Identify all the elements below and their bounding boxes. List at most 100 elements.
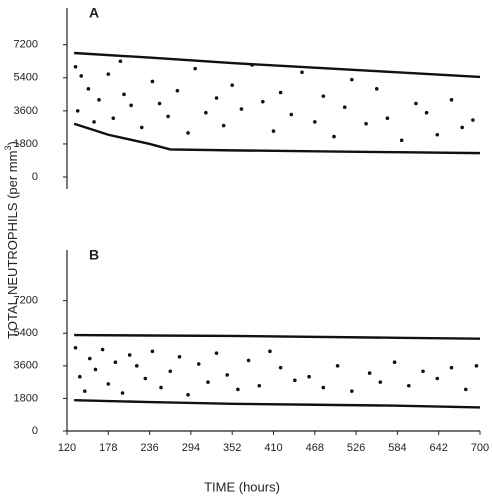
- data-point: [221, 123, 226, 128]
- bound-curve: [74, 333, 481, 340]
- x-tick-label: 526: [347, 442, 365, 454]
- data-point: [214, 96, 219, 100]
- data-point: [83, 389, 87, 393]
- data-point: [364, 121, 368, 126]
- x-tick-label: 352: [223, 442, 241, 454]
- data-point: [106, 72, 111, 76]
- x-tick-label: 584: [388, 442, 406, 454]
- data-point: [435, 132, 440, 137]
- data-point: [239, 107, 244, 111]
- data-point: [367, 371, 372, 375]
- data-point: [86, 87, 91, 91]
- data-point: [474, 364, 479, 368]
- data-point: [463, 387, 468, 392]
- data-point: [225, 373, 230, 377]
- data-point: [150, 79, 155, 84]
- data-point: [92, 120, 96, 124]
- bound-curve: [74, 51, 481, 79]
- x-tick-label: 468: [306, 442, 324, 454]
- data-point: [257, 383, 262, 388]
- y-tick-label: 1800: [14, 392, 38, 404]
- data-point: [175, 88, 180, 93]
- data-point: [278, 90, 283, 95]
- data-point: [236, 387, 240, 392]
- x-tick-label: 700: [471, 442, 489, 454]
- x-tick-label: 236: [140, 442, 158, 454]
- data-point: [97, 98, 101, 102]
- data-point: [300, 70, 304, 75]
- y-tick-label: 7200: [14, 295, 38, 307]
- data-point: [313, 120, 317, 124]
- data-point: [261, 99, 265, 104]
- data-point: [278, 365, 283, 370]
- data-point: [100, 347, 105, 352]
- data-point: [143, 376, 148, 381]
- data-point: [374, 87, 379, 91]
- data-point: [111, 116, 116, 121]
- data-point: [122, 92, 126, 97]
- data-point: [321, 94, 326, 98]
- x-axis-label: TIME (hours): [204, 479, 280, 494]
- data-point: [87, 356, 92, 361]
- x-tick-label: 410: [264, 442, 282, 454]
- data-point: [73, 345, 78, 350]
- y-tick-label: 3600: [14, 105, 38, 117]
- data-point: [134, 364, 139, 368]
- data-point: [120, 391, 125, 395]
- y-axis-label: TOTAL NEUTROPHILS (per mm3): [3, 141, 20, 339]
- data-point: [385, 116, 390, 121]
- data-point: [129, 103, 133, 108]
- y-tick-label: 0: [32, 425, 38, 437]
- data-point: [271, 129, 276, 133]
- data-point: [350, 389, 354, 393]
- data-point: [139, 125, 144, 130]
- data-point: [449, 365, 454, 370]
- bound-curve: [73, 122, 481, 155]
- data-point: [378, 380, 383, 384]
- y-tick-label: 3600: [14, 360, 38, 372]
- data-point: [157, 101, 162, 106]
- bound-curve: [74, 399, 481, 409]
- data-point: [289, 112, 294, 117]
- x-tick-label: 120: [58, 442, 76, 454]
- data-point: [414, 101, 418, 106]
- data-point: [406, 383, 411, 388]
- data-point: [392, 360, 397, 365]
- data-point: [113, 360, 118, 365]
- data-point: [79, 74, 84, 78]
- data-point: [342, 105, 347, 109]
- x-tick-label: 178: [99, 442, 117, 454]
- data-point: [424, 110, 429, 115]
- data-point: [93, 367, 98, 372]
- data-point: [321, 385, 326, 390]
- data-point: [75, 109, 80, 113]
- data-point: [460, 125, 464, 130]
- data-point: [159, 385, 163, 390]
- data-point: [106, 382, 111, 386]
- data-point: [168, 369, 173, 374]
- data-point: [335, 364, 340, 368]
- data-point: [186, 131, 190, 135]
- data-point: [193, 66, 197, 71]
- panel-label: A: [89, 5, 99, 21]
- y-tick-label: 1800: [14, 138, 38, 150]
- data-point: [206, 380, 210, 384]
- data-point: [350, 77, 354, 82]
- data-point: [214, 351, 219, 355]
- data-point: [449, 98, 454, 102]
- data-point: [399, 138, 404, 143]
- data-point: [118, 59, 123, 64]
- x-tick-label: 294: [182, 442, 200, 454]
- data-point: [150, 349, 155, 354]
- data-point: [204, 110, 208, 115]
- data-point: [471, 118, 475, 122]
- data-point: [332, 134, 336, 139]
- data-point: [268, 349, 272, 354]
- data-point: [421, 369, 425, 374]
- data-point: [73, 64, 78, 69]
- y-tick-label: 5400: [14, 327, 38, 339]
- data-point: [196, 362, 201, 366]
- y-tick-label: 0: [32, 171, 38, 183]
- data-point: [127, 353, 132, 357]
